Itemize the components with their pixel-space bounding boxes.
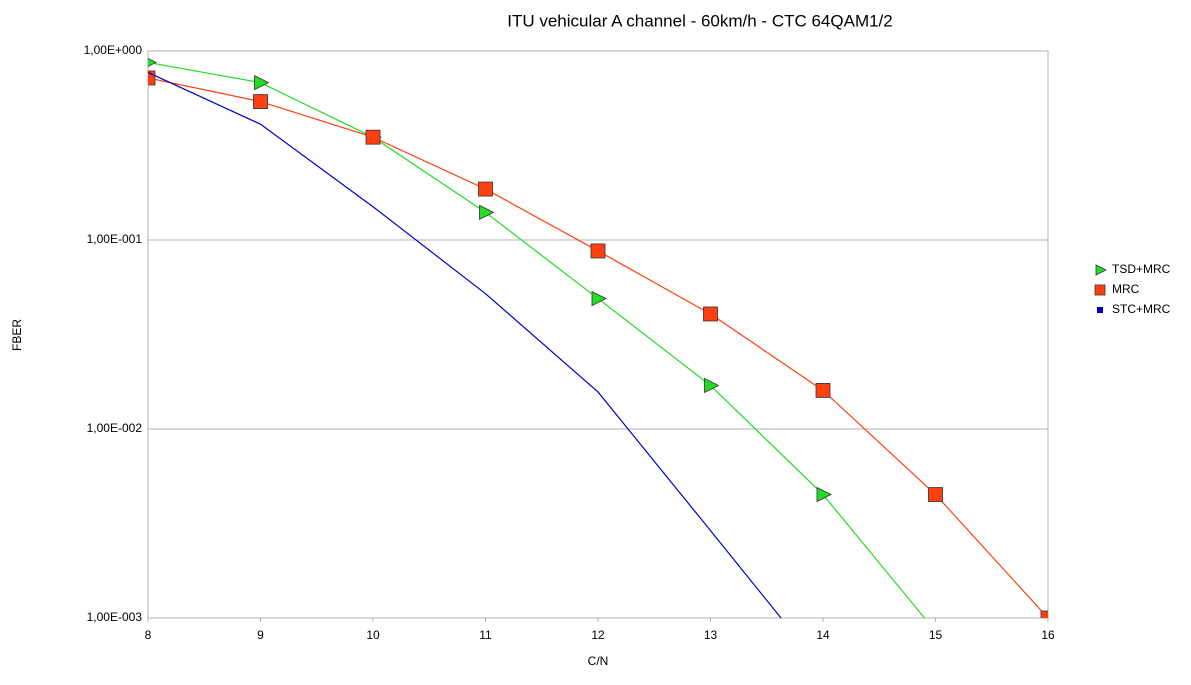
x-axis-label: C/N bbox=[588, 654, 609, 668]
marker bbox=[478, 181, 493, 197]
x-tick-label: 14 bbox=[816, 628, 830, 642]
x-tick-label: 16 bbox=[1041, 628, 1055, 642]
marker bbox=[816, 486, 832, 503]
marker bbox=[703, 306, 718, 322]
y-tick-label: 1,00E-003 bbox=[87, 610, 143, 624]
legend-label: STC+MRC bbox=[1112, 302, 1171, 316]
marker bbox=[148, 70, 156, 86]
chart-title: ITU vehicular A channel - 60km/h - CTC 6… bbox=[507, 11, 893, 30]
y-tick-label: 1,00E-001 bbox=[87, 232, 143, 246]
series-line bbox=[148, 61, 926, 618]
marker bbox=[365, 129, 381, 145]
y-tick-label: 1,00E-002 bbox=[87, 421, 143, 435]
marker bbox=[253, 94, 268, 109]
marker bbox=[254, 75, 270, 91]
x-tick-label: 8 bbox=[145, 628, 152, 642]
x-tick-label: 10 bbox=[366, 628, 380, 642]
marker bbox=[815, 383, 831, 398]
legend-swatch bbox=[1097, 307, 1103, 313]
plot-layer bbox=[148, 57, 1048, 618]
legend-label: TSD+MRC bbox=[1112, 262, 1171, 276]
marker bbox=[148, 57, 157, 67]
marker bbox=[479, 204, 495, 221]
legend-label: MRC bbox=[1112, 282, 1140, 296]
legend-swatch bbox=[1094, 284, 1106, 296]
y-tick-label: 1,00E+000 bbox=[84, 43, 143, 57]
x-tick-label: 9 bbox=[257, 628, 264, 642]
y-axis-label: FBER bbox=[10, 319, 24, 351]
x-tick-label: 12 bbox=[591, 628, 605, 642]
x-tick-label: 15 bbox=[929, 628, 943, 642]
x-tick-label: 11 bbox=[479, 628, 492, 642]
x-tick-label: 13 bbox=[704, 628, 718, 642]
marker bbox=[591, 290, 607, 307]
marker bbox=[590, 243, 606, 259]
legend-swatch bbox=[1095, 264, 1107, 276]
series-line bbox=[148, 71, 782, 618]
marker bbox=[928, 487, 943, 502]
plot-area bbox=[147, 50, 1049, 619]
marker bbox=[704, 377, 720, 394]
marker bbox=[1040, 610, 1048, 618]
